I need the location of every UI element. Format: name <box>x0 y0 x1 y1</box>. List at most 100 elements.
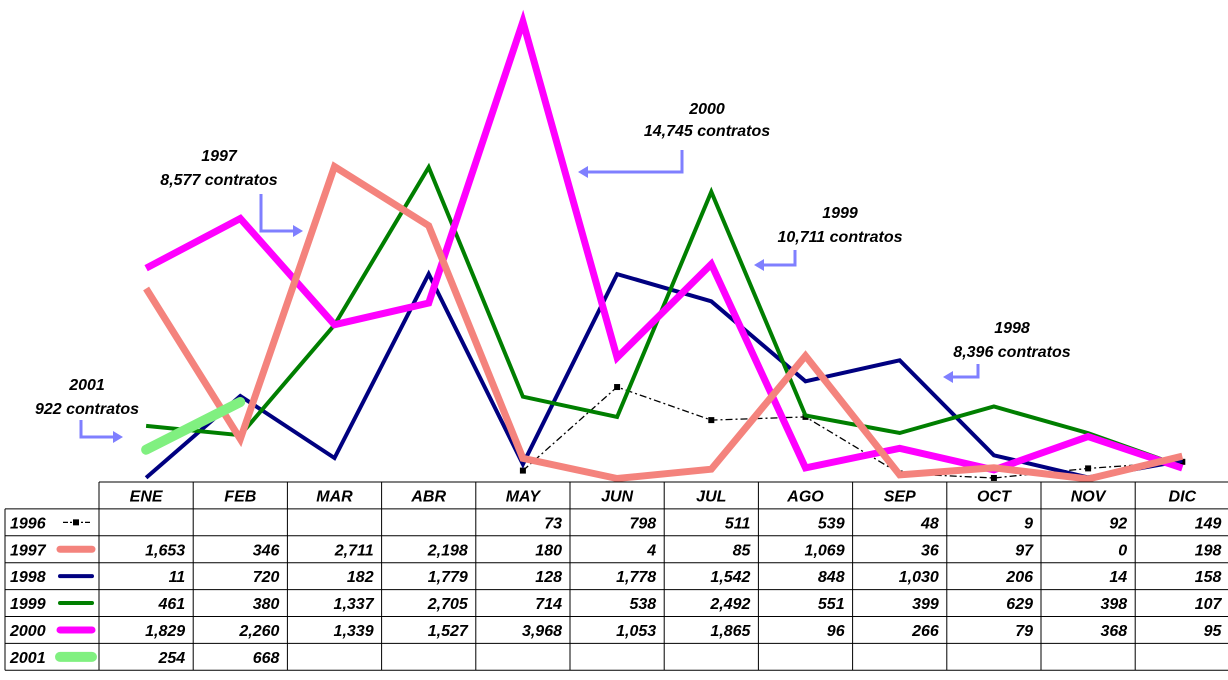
legend-label-1998: 1998 <box>10 569 46 586</box>
annotation-1997: 1997 8,577 contratos <box>160 148 303 237</box>
data-label: 1,337 <box>334 596 375 613</box>
data-label: 1,778 <box>616 569 656 586</box>
data-label: 1,069 <box>805 542 845 559</box>
data-label: 254 <box>157 650 185 667</box>
x-tick-label: JUN <box>601 488 633 505</box>
data-label: 180 <box>535 542 562 559</box>
data-label: 368 <box>1100 623 1127 640</box>
data-label: 2,492 <box>709 596 750 613</box>
series-marker-1996 <box>708 417 715 424</box>
annotation-arrowhead <box>943 371 953 383</box>
data-label: 539 <box>818 515 845 532</box>
legend-label-2001: 2001 <box>9 650 46 667</box>
series-line-1997 <box>143 161 1184 483</box>
data-label: 399 <box>912 596 939 613</box>
data-label: 511 <box>725 515 751 532</box>
annotation-year-label: 1998 <box>994 320 1030 337</box>
data-label: 538 <box>629 596 656 613</box>
data-label: 1,030 <box>899 569 939 586</box>
data-label: 1,865 <box>710 623 751 640</box>
data-label: 1,053 <box>616 623 656 640</box>
data-label: 14 <box>1109 569 1127 586</box>
data-label: 720 <box>253 569 280 586</box>
annotation-count-label: 8,396 contratos <box>953 344 1070 361</box>
data-label: 206 <box>1005 569 1033 586</box>
data-label: 2,705 <box>427 596 469 613</box>
data-label: 2,711 <box>334 542 374 559</box>
series-line-2000 <box>144 9 1184 474</box>
annotation-1998: 1998 8,396 contratos <box>943 320 1071 383</box>
x-tick-label: MAR <box>316 488 353 505</box>
data-label: 79 <box>1015 623 1033 640</box>
data-label: 73 <box>544 515 562 532</box>
x-tick-label: JUL <box>696 488 726 505</box>
annotation-count-label: 8,577 contratos <box>160 172 277 189</box>
annotation-1999: 1999 10,711 contratos <box>754 205 903 271</box>
annotation-arrow <box>259 194 297 233</box>
series-marker-1996 <box>1085 465 1092 472</box>
data-label: 9 <box>1024 515 1033 532</box>
annotation-year-label: 2001 <box>68 377 105 394</box>
x-tick-label: AGO <box>786 488 824 505</box>
annotation-arrow <box>79 420 117 439</box>
legend-label-2000: 2000 <box>9 623 46 640</box>
data-label: 1,653 <box>145 542 185 559</box>
annotation-year-label: 1999 <box>822 205 858 222</box>
data-label: 48 <box>920 515 939 532</box>
annotation-year-label: 1997 <box>201 148 238 165</box>
x-tick-label: MAY <box>506 488 542 505</box>
annotation-2000: 2000 14,745 contratos <box>578 101 770 178</box>
annotation-arrowhead <box>754 259 764 271</box>
data-label: 1,527 <box>428 623 469 640</box>
legend-label-1997: 1997 <box>10 542 47 559</box>
data-label: 346 <box>253 542 280 559</box>
data-table: ENE FEB MAR ABR MAY JUN JUL AGO SEP OCT NOV DIC 1996… <box>4 481 1228 671</box>
data-label: 158 <box>1195 569 1222 586</box>
series-marker-1996 <box>519 467 526 474</box>
data-label: 2,260 <box>238 623 279 640</box>
data-label: 92 <box>1109 515 1127 532</box>
x-tick-label: DIC <box>1169 488 1197 505</box>
annotation-year-label: 2000 <box>688 101 725 118</box>
x-tick-label: FEB <box>224 488 256 505</box>
x-tick-label: NOV <box>1071 488 1107 505</box>
data-label: 2,198 <box>427 542 468 559</box>
annotation-arrow <box>760 250 797 267</box>
series-line-1999 <box>145 162 1183 469</box>
annotation-arrow <box>584 150 684 174</box>
data-label: 1,779 <box>428 569 468 586</box>
series-line-1998 <box>144 269 1183 480</box>
data-label: 1,542 <box>710 569 750 586</box>
x-tick-label: ENE <box>130 488 164 505</box>
data-label: 97 <box>1015 542 1034 559</box>
data-label: 380 <box>253 596 280 613</box>
data-label: 0 <box>1118 542 1127 559</box>
data-label: 198 <box>1195 542 1222 559</box>
data-label: 128 <box>535 569 562 586</box>
data-label: 629 <box>1006 596 1033 613</box>
data-label: 96 <box>827 623 845 640</box>
data-label: 1,829 <box>145 623 185 640</box>
series-marker-1996 <box>614 384 621 391</box>
data-label: 85 <box>733 542 752 559</box>
data-label: 182 <box>347 569 374 586</box>
legend-marker-1996 <box>73 519 79 526</box>
annotation-count-label: 10,711 contratos <box>777 229 902 246</box>
annotation-arrowhead <box>293 225 303 237</box>
data-label: 11 <box>169 569 186 586</box>
data-label: 848 <box>818 569 845 586</box>
annotation-count-label: 14,745 contratos <box>644 123 770 140</box>
data-label: 4 <box>646 542 656 559</box>
data-label: 3,968 <box>522 623 562 640</box>
data-label: 714 <box>535 596 562 613</box>
annotation-2001: 2001 922 contratos <box>35 377 139 443</box>
annotation-arrowhead <box>113 431 123 443</box>
data-label: 398 <box>1100 596 1127 613</box>
x-tick-label: OCT <box>977 488 1012 505</box>
data-label: 36 <box>921 542 939 559</box>
data-label: 95 <box>1204 623 1223 640</box>
series-marker-1996 <box>990 474 997 481</box>
data-label: 107 <box>1195 596 1223 613</box>
annotation-arrowhead <box>578 166 588 178</box>
